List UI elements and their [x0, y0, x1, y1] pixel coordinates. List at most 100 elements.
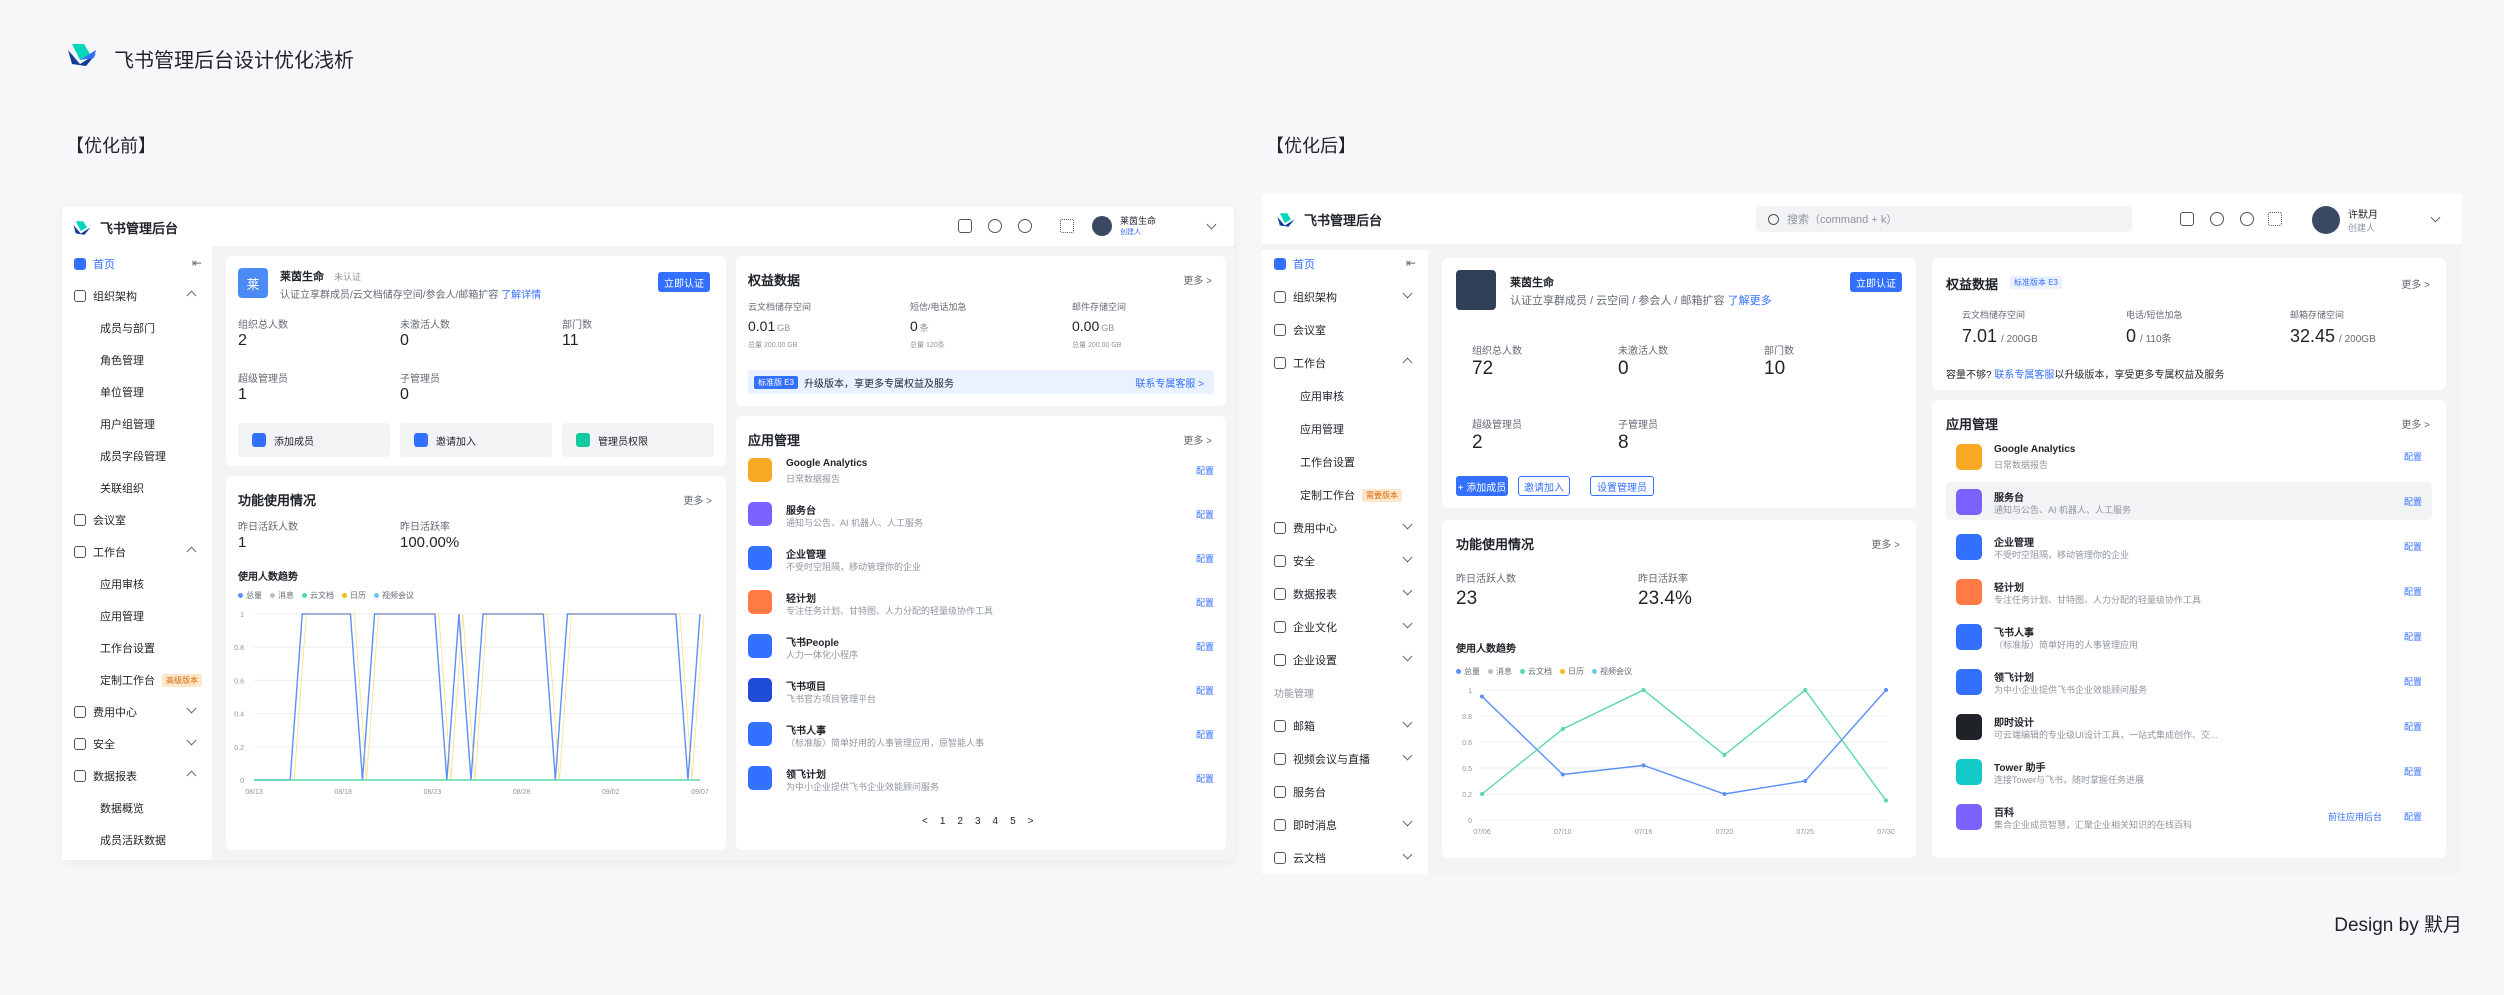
sidebar-item[interactable]: 应用审核: [100, 576, 144, 592]
sidebar-item[interactable]: 费用中心: [1274, 520, 1337, 536]
rocket-icon[interactable]: [988, 219, 1002, 233]
chevron-down-icon[interactable]: [1402, 816, 1413, 827]
app-row[interactable]: 飞书People 人力一体化小程序 配置: [748, 628, 1214, 672]
app-row[interactable]: 飞书人事 （标准版）简单好用的人事管理应用 配置: [1956, 618, 2422, 662]
usage-more-link[interactable]: 更多 >: [1871, 540, 1900, 551]
sidebar-item[interactable]: 企业文化: [1274, 619, 1337, 635]
config-button[interactable]: 配置: [2403, 677, 2422, 687]
sidebar-item[interactable]: 组织架构: [74, 288, 137, 304]
add-member-button[interactable]: 添加成员: [238, 423, 390, 457]
collapse-sidebar-icon[interactable]: ⇤: [192, 256, 203, 270]
app-row[interactable]: 飞书项目 飞书官方项目管理平台 配置: [748, 672, 1214, 716]
sidebar-item[interactable]: 首页: [1274, 256, 1315, 272]
config-button[interactable]: 配置: [2403, 767, 2422, 777]
app-row[interactable]: 企业管理 不受时空阻隔，移动管理你的企业 配置: [1956, 528, 2422, 572]
legend-item[interactable]: 消息: [1488, 666, 1512, 677]
sidebar-item[interactable]: 定制工作台 高级版本: [100, 672, 202, 688]
sidebar-item[interactable]: 云文档: [1274, 850, 1326, 866]
app-row[interactable]: 轻计划 专注任务计划、甘特图、人力分配的轻量级协作工具 配置: [748, 584, 1214, 628]
config-button[interactable]: 配置: [2403, 722, 2422, 732]
avatar[interactable]: [1092, 216, 1112, 236]
sidebar-item[interactable]: 邮箱: [1274, 718, 1315, 734]
config-button[interactable]: 配置: [1195, 466, 1214, 476]
sidebar-item[interactable]: 组织架构: [1274, 289, 1337, 305]
sidebar-item[interactable]: 成员与部门: [100, 320, 155, 336]
invite-button[interactable]: 邀请加入: [1518, 476, 1570, 496]
chevron-down-icon[interactable]: [1402, 750, 1413, 761]
apps-more-link[interactable]: 更多 >: [2401, 420, 2430, 431]
chevron-down-icon[interactable]: [186, 703, 197, 714]
contact-service-link[interactable]: 联系专属客服: [1994, 370, 2055, 381]
sidebar-item[interactable]: 关联组织: [100, 480, 144, 496]
invite-button[interactable]: 邀请加入: [400, 423, 552, 457]
app-row[interactable]: Google Analytics 日常数据报告 配置: [1956, 438, 2422, 482]
doc-icon[interactable]: [2180, 212, 2194, 226]
config-button[interactable]: 配置: [1195, 686, 1214, 696]
chevron-down-icon[interactable]: [1206, 219, 1217, 230]
app-row[interactable]: 即时设计 可云端编辑的专业级UI设计工具，一站式集成创作、交... 配置: [1956, 708, 2422, 752]
legend-item[interactable]: 云文档: [302, 590, 334, 601]
chevron-up-icon[interactable]: [186, 546, 197, 557]
app-row[interactable]: 领飞计划 为中小企业提供飞书企业效能顾问服务 配置: [748, 760, 1214, 804]
app-row[interactable]: 企业管理 不受时空阻隔，移动管理你的企业 配置: [748, 540, 1214, 584]
apps-more-link[interactable]: 更多 >: [1183, 436, 1212, 447]
apps-grid-icon[interactable]: [1060, 219, 1074, 233]
sidebar-item[interactable]: 服务台: [1274, 784, 1326, 800]
help-icon[interactable]: [2240, 212, 2254, 226]
page-button[interactable]: <: [922, 816, 928, 827]
chevron-up-icon[interactable]: [1402, 357, 1413, 368]
sidebar-item[interactable]: 数据报表: [1274, 586, 1337, 602]
chevron-down-icon[interactable]: [1402, 519, 1413, 530]
config-button[interactable]: 配置: [2403, 632, 2422, 642]
config-button[interactable]: 配置: [1195, 642, 1214, 652]
sidebar-item[interactable]: 工作台设置: [100, 640, 155, 656]
benefits-more-link[interactable]: 更多 >: [1183, 276, 1212, 287]
sidebar-item[interactable]: 数据报表: [74, 768, 137, 784]
chevron-down-icon[interactable]: [1402, 288, 1413, 299]
doc-icon[interactable]: [958, 219, 972, 233]
config-button[interactable]: 配置: [1195, 774, 1214, 784]
app-row[interactable]: Google Analytics 日常数据报告 配置: [748, 452, 1214, 496]
sidebar-item[interactable]: 应用管理: [100, 608, 144, 624]
legend-item[interactable]: 云文档: [1520, 666, 1552, 677]
config-button[interactable]: 配置: [1195, 730, 1214, 740]
sidebar-item[interactable]: 即时消息: [1274, 817, 1337, 833]
chevron-down-icon[interactable]: [1402, 651, 1413, 662]
page-button[interactable]: 1: [939, 816, 946, 827]
app-row[interactable]: 服务台 通知与公告、AI 机器人、人工服务 配置: [1956, 483, 2422, 527]
app-row[interactable]: Tower 助手 连接Tower与飞书，随时掌握任务进展 配置: [1956, 753, 2422, 797]
chevron-up-icon[interactable]: [186, 290, 197, 301]
chevron-up-icon[interactable]: [186, 770, 197, 781]
verify-button[interactable]: 立即认证: [658, 272, 710, 292]
sidebar-item[interactable]: 企业设置: [1274, 652, 1337, 668]
chevron-down-icon[interactable]: [1402, 849, 1413, 860]
app-row[interactable]: 服务台 通知与公告、AI 机器人、人工服务 配置: [748, 496, 1214, 540]
app-row[interactable]: 领飞计划 为中小企业提供飞书企业效能顾问服务 配置: [1956, 663, 2422, 707]
page-button[interactable]: 5: [1010, 816, 1016, 827]
sidebar-item[interactable]: 工作台: [1274, 355, 1326, 371]
config-button[interactable]: 配置: [2403, 542, 2422, 552]
sidebar-item[interactable]: 首页: [74, 256, 115, 272]
legend-item[interactable]: 总量: [238, 590, 262, 601]
verify-button[interactable]: 立即认证: [1850, 272, 1902, 292]
usage-more-link[interactable]: 更多 >: [683, 496, 712, 507]
sidebar-item[interactable]: 成员字段管理: [100, 448, 166, 464]
legend-item[interactable]: 视频会议: [374, 590, 414, 601]
config-button[interactable]: 配置: [2403, 452, 2422, 462]
collapse-sidebar-icon[interactable]: ⇤: [1406, 256, 1417, 270]
sidebar-item[interactable]: 单位管理: [100, 384, 144, 400]
sidebar-item[interactable]: 应用审核: [1300, 388, 1344, 404]
chevron-down-icon[interactable]: [1402, 585, 1413, 596]
sidebar-item[interactable]: 数据概览: [100, 800, 144, 816]
admin-permission-button[interactable]: 管理员权限: [562, 423, 714, 457]
legend-item[interactable]: 消息: [270, 590, 294, 601]
help-icon[interactable]: [1018, 219, 1032, 233]
sidebar-item[interactable]: 工作台: [74, 544, 126, 560]
sidebar-item[interactable]: 定制工作台 需要版本: [1300, 487, 1402, 503]
after-brand[interactable]: 飞书管理后台: [1276, 210, 1382, 229]
sidebar-item[interactable]: 安全: [74, 736, 115, 752]
legend-item[interactable]: 日历: [342, 590, 366, 601]
legend-item[interactable]: 总量: [1456, 666, 1480, 677]
avatar[interactable]: [2312, 206, 2340, 234]
chevron-down-icon[interactable]: [2430, 212, 2441, 223]
